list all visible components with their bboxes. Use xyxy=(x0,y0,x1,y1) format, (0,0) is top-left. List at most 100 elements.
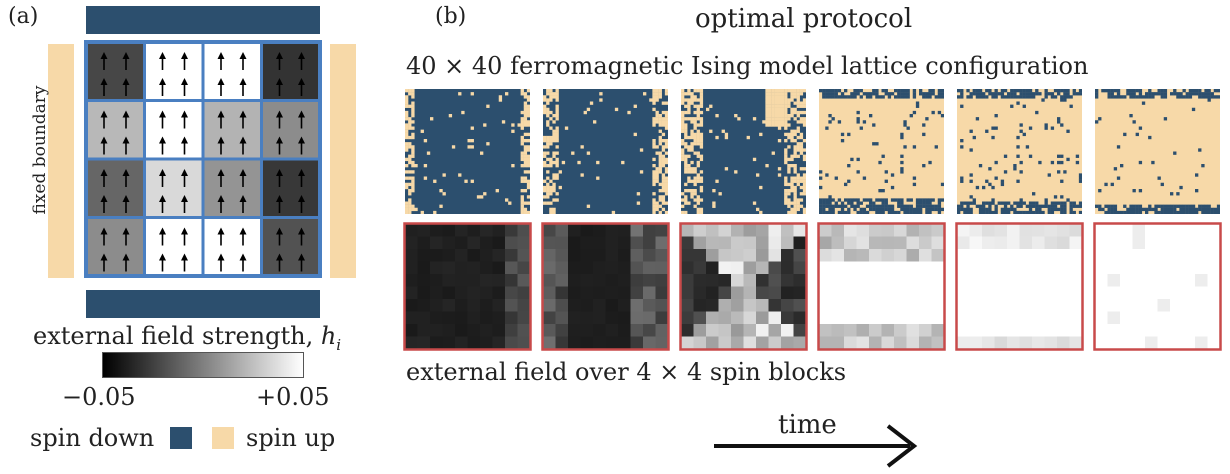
spin-up-arrowhead-icon xyxy=(159,227,166,235)
field-snapshot xyxy=(541,222,670,351)
time-label: time xyxy=(778,410,837,440)
spin-up-arrowhead-icon xyxy=(159,253,166,261)
spin-up-arrowhead-icon xyxy=(217,52,225,59)
field-block xyxy=(143,216,205,278)
spin-up-arrowhead-icon xyxy=(276,110,283,118)
spin-up-arrowhead-icon xyxy=(122,78,130,85)
legend-spin-up-swatch xyxy=(212,427,234,449)
field-block xyxy=(84,40,146,102)
panel-a-lattice xyxy=(48,6,356,318)
spin-up-arrowhead-icon xyxy=(276,253,283,261)
spin-up-arrowhead-icon xyxy=(239,136,247,144)
colorbar xyxy=(102,352,304,378)
spin-up-arrowhead-icon xyxy=(239,110,247,118)
spin-up-arrowhead-icon xyxy=(298,52,305,59)
lattice-snapshot xyxy=(681,89,806,214)
spin-up-arrowhead-icon xyxy=(159,52,166,59)
spin-up-arrowhead-icon xyxy=(298,169,305,176)
spin-up-arrowhead-icon xyxy=(239,253,247,261)
spin-up-arrowhead-icon xyxy=(100,169,108,176)
lattice-snapshot xyxy=(405,89,530,214)
spin-up-arrowhead-icon xyxy=(298,253,305,261)
spin-up-arrowhead-icon xyxy=(181,169,188,176)
field-block xyxy=(201,40,263,102)
spin-up-arrowhead-icon xyxy=(181,253,188,261)
spin-up-arrowhead-icon xyxy=(100,52,108,59)
spin-up-arrowhead-icon xyxy=(181,110,188,118)
spin-up-arrowhead-icon xyxy=(239,169,247,176)
panel-b-title: optimal protocol xyxy=(695,4,913,34)
spin-up-arrowhead-icon xyxy=(298,78,305,85)
spin-up-arrowhead-icon xyxy=(100,227,108,235)
spin-up-arrowhead-icon xyxy=(217,227,225,235)
spin-up-arrowhead-icon xyxy=(122,110,130,118)
colorbar-min: −0.05 xyxy=(62,383,136,411)
fixed-boundary-label: fixed boundary xyxy=(30,85,50,215)
field-block xyxy=(260,99,322,161)
spin-up-arrowhead-icon xyxy=(239,52,247,59)
spin-up-arrowhead-icon xyxy=(276,78,283,85)
spin-up-arrowhead-icon xyxy=(181,136,188,144)
spin-up-arrowhead-icon xyxy=(100,78,108,85)
colorbar-title: external field strength, hi xyxy=(33,322,341,354)
spin-up-arrowhead-icon xyxy=(159,169,166,176)
colorbar-title-var: h xyxy=(320,322,337,350)
field-block xyxy=(84,99,146,161)
field-snapshot xyxy=(403,222,532,351)
colorbar-title-text: external field strength, xyxy=(33,322,321,350)
spin-up-arrowhead-icon xyxy=(217,78,225,85)
spin-up-arrowhead-icon xyxy=(276,52,283,59)
spin-up-arrowhead-icon xyxy=(239,195,247,202)
field-block xyxy=(260,157,322,219)
boundary-top xyxy=(86,6,320,34)
field-block xyxy=(201,99,263,161)
lattice-border xyxy=(84,40,322,278)
field-block xyxy=(260,40,322,102)
spin-up-arrowhead-icon xyxy=(100,110,108,118)
field-block xyxy=(84,157,146,219)
spin-up-arrowhead-icon xyxy=(181,227,188,235)
spin-up-arrowhead-icon xyxy=(181,195,188,202)
boundary-right xyxy=(330,44,356,278)
panel-b-label: (b) xyxy=(435,4,467,29)
spin-up-arrowhead-icon xyxy=(122,253,130,261)
spin-up-arrowhead-icon xyxy=(159,110,166,118)
colorbar-title-sub: i xyxy=(336,335,342,354)
lattice-snapshot xyxy=(957,89,1082,214)
lattice-snapshot xyxy=(819,89,944,214)
boundary-left xyxy=(48,44,74,278)
field-block xyxy=(143,157,205,219)
spin-up-arrowhead-icon xyxy=(159,78,166,85)
spin-up-arrowhead-icon xyxy=(217,136,225,144)
field-block xyxy=(201,157,263,219)
field-block xyxy=(143,99,205,161)
spin-up-arrowhead-icon xyxy=(217,195,225,202)
spin-up-arrowhead-icon xyxy=(122,227,130,235)
spin-up-arrowhead-icon xyxy=(217,253,225,261)
field-block xyxy=(84,216,146,278)
legend-spin-up-label: spin up xyxy=(246,424,336,452)
panel-a-label: (a) xyxy=(8,4,39,29)
panel-b-caption: external field over 4 × 4 spin blocks xyxy=(406,358,847,386)
field-block xyxy=(201,216,263,278)
legend-spin-down-swatch xyxy=(170,427,192,449)
spin-up-arrowhead-icon xyxy=(122,169,130,176)
field-block xyxy=(143,40,205,102)
field-snapshot xyxy=(679,222,808,351)
spin-up-arrowhead-icon xyxy=(122,136,130,144)
time-arrow-icon xyxy=(714,424,918,468)
boundary-bottom xyxy=(86,290,320,318)
spin-up-arrowhead-icon xyxy=(100,136,108,144)
spin-up-arrowhead-icon xyxy=(239,227,247,235)
spin-up-arrowhead-icon xyxy=(100,195,108,202)
panel-b-subtitle: 40 × 40 ferromagnetic Ising model lattic… xyxy=(406,52,1089,80)
spin-up-arrowhead-icon xyxy=(298,136,305,144)
spin-up-arrowhead-icon xyxy=(181,52,188,59)
spin-up-arrowhead-icon xyxy=(122,52,130,59)
spin-up-arrowhead-icon xyxy=(276,136,283,144)
spin-up-arrowhead-icon xyxy=(239,78,247,85)
spin-up-arrowhead-icon xyxy=(100,253,108,261)
colorbar-max: +0.05 xyxy=(256,383,330,411)
spin-up-arrowhead-icon xyxy=(298,110,305,118)
spin-up-arrowhead-icon xyxy=(298,227,305,235)
